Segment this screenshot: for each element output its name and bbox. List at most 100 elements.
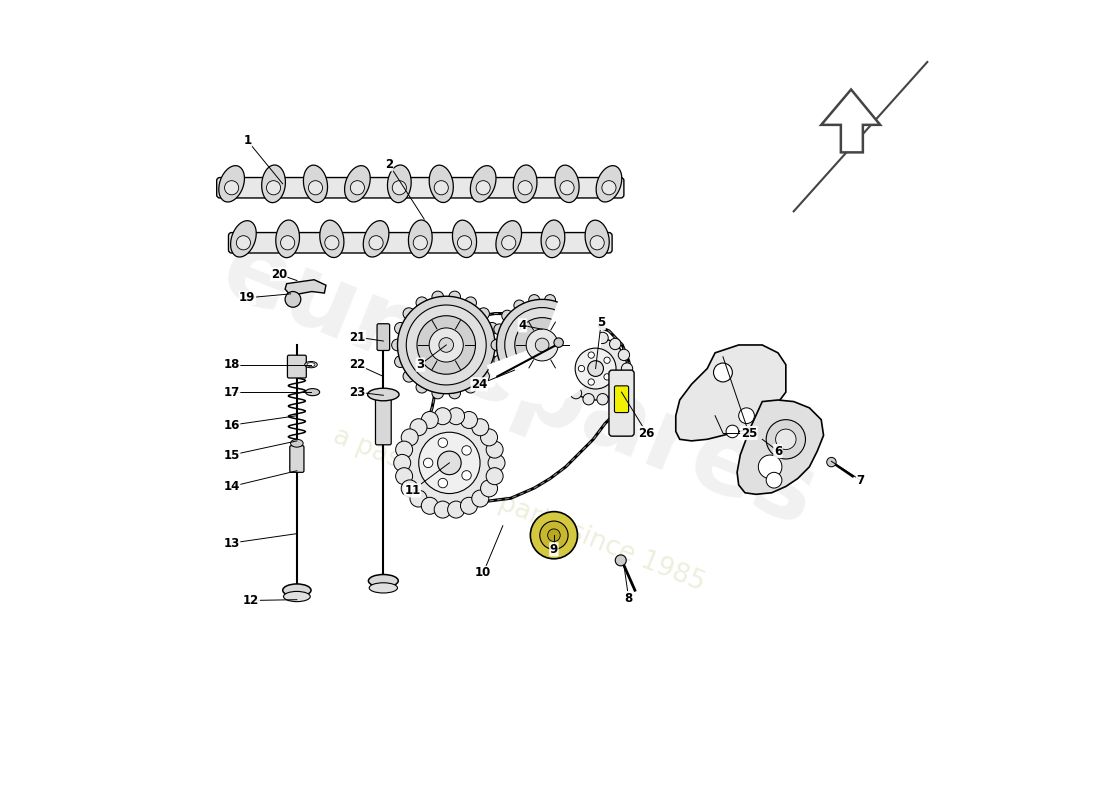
Circle shape: [491, 339, 502, 350]
Text: 23: 23: [350, 386, 365, 398]
Circle shape: [458, 236, 472, 250]
Ellipse shape: [408, 220, 432, 258]
Text: 12: 12: [243, 594, 260, 607]
Text: 18: 18: [223, 358, 240, 371]
Circle shape: [570, 387, 582, 398]
Ellipse shape: [290, 439, 304, 447]
Circle shape: [621, 363, 632, 374]
Circle shape: [486, 468, 503, 485]
Circle shape: [448, 501, 464, 518]
Circle shape: [308, 181, 322, 195]
Circle shape: [562, 377, 573, 388]
Text: 24: 24: [471, 378, 487, 390]
Circle shape: [406, 305, 486, 385]
Text: 13: 13: [223, 537, 240, 550]
Circle shape: [580, 355, 591, 366]
Circle shape: [449, 387, 461, 399]
Text: 5: 5: [597, 317, 605, 330]
Circle shape: [462, 446, 471, 455]
Circle shape: [410, 490, 427, 507]
FancyBboxPatch shape: [615, 386, 628, 413]
Ellipse shape: [367, 388, 399, 401]
Text: 6: 6: [773, 445, 782, 458]
Circle shape: [529, 385, 540, 395]
Circle shape: [562, 350, 573, 361]
Circle shape: [582, 339, 593, 350]
Text: 4: 4: [518, 319, 527, 332]
Ellipse shape: [304, 165, 328, 202]
Circle shape: [604, 374, 611, 380]
Circle shape: [438, 451, 461, 474]
FancyBboxPatch shape: [289, 446, 304, 472]
Circle shape: [476, 181, 491, 195]
Circle shape: [530, 512, 578, 558]
Circle shape: [395, 356, 406, 367]
Text: eurospares: eurospares: [207, 221, 829, 548]
Ellipse shape: [368, 574, 398, 587]
Circle shape: [540, 521, 568, 550]
Ellipse shape: [363, 221, 389, 257]
Circle shape: [544, 385, 556, 395]
Circle shape: [588, 379, 594, 385]
Circle shape: [432, 291, 443, 303]
Circle shape: [481, 429, 497, 446]
Circle shape: [597, 332, 608, 343]
Circle shape: [548, 529, 560, 542]
Circle shape: [368, 236, 383, 250]
Ellipse shape: [556, 165, 579, 202]
Text: 8: 8: [625, 592, 632, 605]
Circle shape: [496, 299, 587, 390]
Ellipse shape: [284, 591, 310, 602]
Circle shape: [438, 478, 448, 488]
Circle shape: [502, 310, 513, 321]
Ellipse shape: [471, 166, 496, 202]
Ellipse shape: [262, 165, 285, 202]
Ellipse shape: [276, 220, 299, 258]
Circle shape: [486, 441, 503, 458]
Circle shape: [402, 429, 418, 446]
Text: 25: 25: [740, 426, 757, 439]
Circle shape: [486, 322, 498, 334]
Circle shape: [714, 363, 733, 382]
Wedge shape: [486, 290, 601, 404]
Ellipse shape: [307, 362, 315, 366]
Circle shape: [438, 438, 448, 447]
Text: 26: 26: [638, 426, 654, 439]
Ellipse shape: [231, 221, 256, 257]
Circle shape: [583, 394, 594, 405]
Circle shape: [432, 387, 443, 399]
Circle shape: [604, 357, 611, 363]
Circle shape: [514, 300, 525, 311]
Circle shape: [465, 297, 476, 309]
Text: 1: 1: [243, 134, 252, 147]
Circle shape: [572, 310, 583, 321]
Circle shape: [285, 291, 300, 307]
Ellipse shape: [496, 221, 521, 257]
Circle shape: [505, 307, 580, 382]
Text: 17: 17: [223, 386, 240, 398]
Circle shape: [236, 236, 251, 250]
Text: 19: 19: [239, 291, 255, 304]
Text: 14: 14: [223, 480, 240, 493]
Circle shape: [414, 236, 428, 250]
Circle shape: [615, 555, 626, 566]
Circle shape: [587, 361, 604, 377]
Circle shape: [494, 355, 505, 366]
Ellipse shape: [306, 389, 320, 396]
Circle shape: [536, 338, 549, 352]
Circle shape: [397, 296, 495, 394]
Text: 21: 21: [350, 330, 365, 344]
Circle shape: [776, 429, 796, 450]
Circle shape: [421, 498, 438, 514]
Circle shape: [461, 498, 477, 514]
Text: 22: 22: [350, 358, 365, 371]
Ellipse shape: [219, 166, 244, 202]
Circle shape: [472, 490, 488, 507]
FancyBboxPatch shape: [229, 233, 612, 253]
Circle shape: [579, 366, 584, 372]
Circle shape: [583, 332, 594, 343]
Circle shape: [726, 425, 739, 438]
Text: 10: 10: [475, 566, 492, 579]
Circle shape: [439, 338, 453, 352]
Circle shape: [224, 181, 239, 195]
